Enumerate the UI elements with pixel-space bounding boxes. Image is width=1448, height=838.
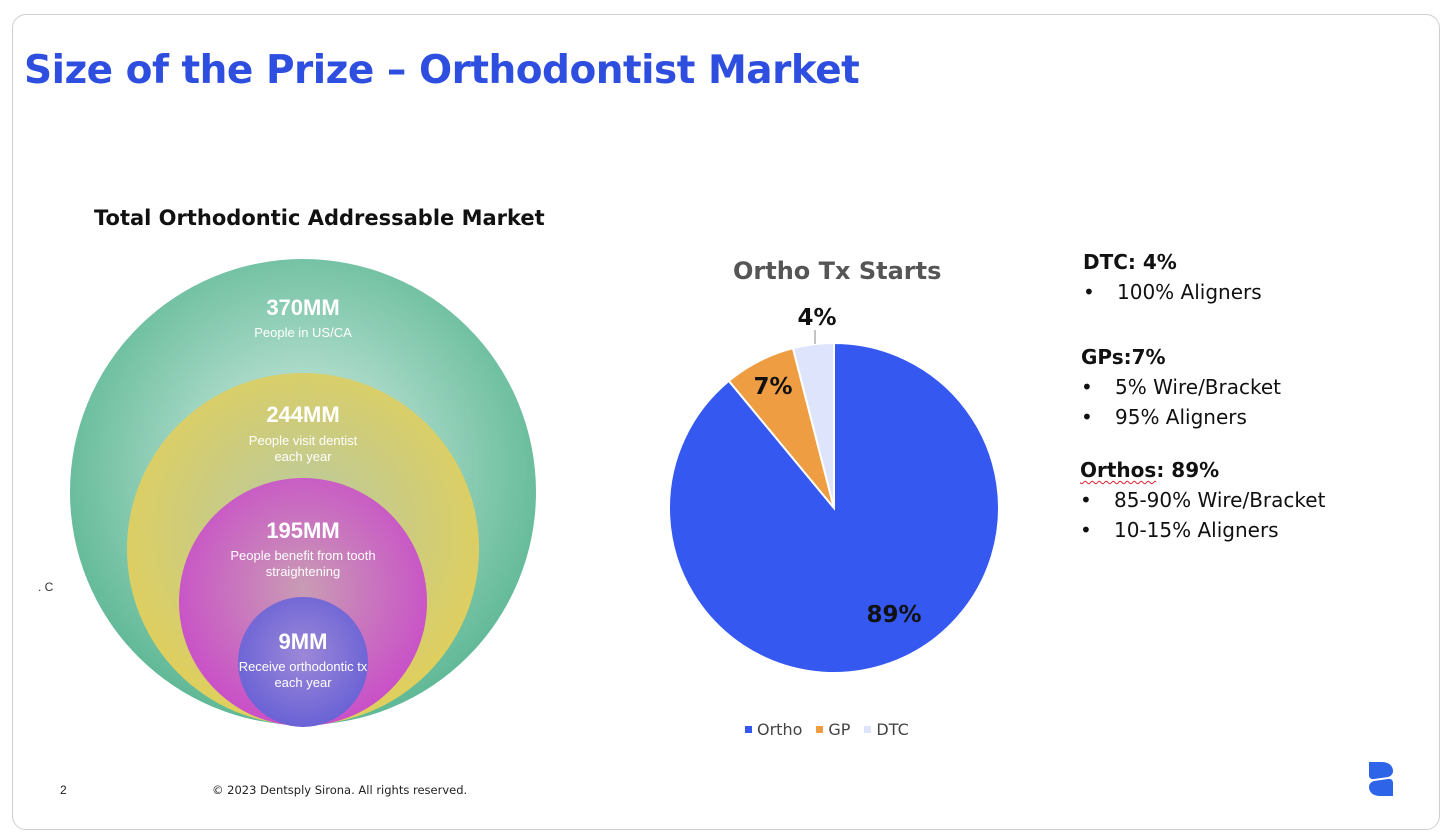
pie-label-gp: 7% — [753, 374, 792, 400]
slide-title: Size of the Prize – Orthodontist Market — [24, 48, 860, 93]
pie-legend: Ortho GP DTC — [745, 720, 909, 739]
bullet-text: 85-90% Wire/Bracket — [1114, 488, 1326, 512]
notes-dtc-bullet: • 100% Aligners — [1083, 280, 1262, 304]
notes-dtc-heading: DTC: 4% — [1083, 250, 1177, 274]
bubble-9mm — [238, 597, 368, 727]
bubble-desc2-9mm: each year — [274, 675, 332, 690]
bubble-value-195mm: 195MM — [266, 518, 339, 543]
legend-item-ortho: Ortho — [745, 720, 802, 739]
orthos-word: Orthos — [1080, 458, 1157, 482]
bullet-marker: • — [1080, 518, 1092, 542]
bullet-marker: • — [1081, 375, 1093, 399]
bubble-desc-370mm: People in US/CA — [254, 325, 352, 340]
pie-label-dtc: 4% — [797, 305, 836, 331]
notes-gps-heading: GPs:7% — [1081, 345, 1166, 369]
bubble-desc2-195mm: straightening — [266, 564, 340, 579]
orthos-share: : 89% — [1156, 458, 1220, 482]
bullet-text: 5% Wire/Bracket — [1115, 375, 1282, 399]
bubble-desc2-244mm: each year — [274, 449, 332, 464]
dentsply-logo-icon — [1369, 762, 1393, 796]
notes-gps-bullet: • 5% Wire/Bracket — [1081, 375, 1281, 399]
notes-orthos-heading: Orthos: 89% — [1080, 458, 1325, 482]
pie-slice-dtc — [791, 341, 835, 509]
legend-label-dtc: DTC — [876, 720, 909, 739]
market-title: Total Orthodontic Addressable Market — [94, 206, 545, 230]
notes-orthos: Orthos: 89% • 85-90% Wire/Bracket • 10-1… — [1080, 458, 1325, 542]
legend-label-ortho: Ortho — [757, 720, 803, 739]
bullet-text: 95% Aligners — [1115, 405, 1247, 429]
bubble-desc-9mm: Receive orthodontic tx — [239, 659, 368, 674]
bullet-marker: • — [1083, 280, 1095, 304]
notes-gps: GPs:7% • 5% Wire/Bracket • 95% Aligners — [1081, 345, 1281, 429]
pie-chart — [668, 341, 1000, 674]
notes-orthos-bullet: • 10-15% Aligners — [1080, 518, 1325, 542]
pie-label-ortho: 89% — [866, 602, 921, 628]
legend-item-gp: GP — [816, 720, 850, 739]
bubble-value-370mm: 370MM — [266, 295, 339, 320]
notes-dtc: DTC: 4% • 100% Aligners — [1083, 250, 1262, 304]
bubble-chart: 370MM People in US/CA 244MM People visit… — [70, 259, 536, 727]
legend-swatch-gp — [816, 726, 824, 733]
bullet-text: 10-15% Aligners — [1114, 518, 1279, 542]
bullet-marker: • — [1080, 488, 1092, 512]
notes-orthos-bullet: • 85-90% Wire/Bracket — [1080, 488, 1325, 512]
notes-gps-bullet: • 95% Aligners — [1081, 405, 1281, 429]
legend-swatch-dtc — [864, 726, 872, 733]
legend-swatch-ortho — [745, 726, 752, 733]
bullet-marker: • — [1081, 405, 1093, 429]
bullet-text: 100% Aligners — [1117, 280, 1262, 304]
copyright-text: © 2023 Dentsply Sirona. All rights reser… — [212, 783, 468, 797]
bubble-value-244mm: 244MM — [266, 402, 339, 427]
bubble-value-9mm: 9MM — [279, 629, 328, 654]
page-number: 2 — [60, 783, 67, 797]
stray-text: . C — [38, 580, 54, 594]
legend-item-dtc: DTC — [864, 720, 909, 739]
legend-label-gp: GP — [828, 720, 851, 739]
bubble-desc-195mm: People benefit from tooth — [230, 548, 375, 563]
bubble-desc-244mm: People visit dentist — [249, 433, 358, 448]
pie-title: Ortho Tx Starts — [733, 257, 942, 285]
